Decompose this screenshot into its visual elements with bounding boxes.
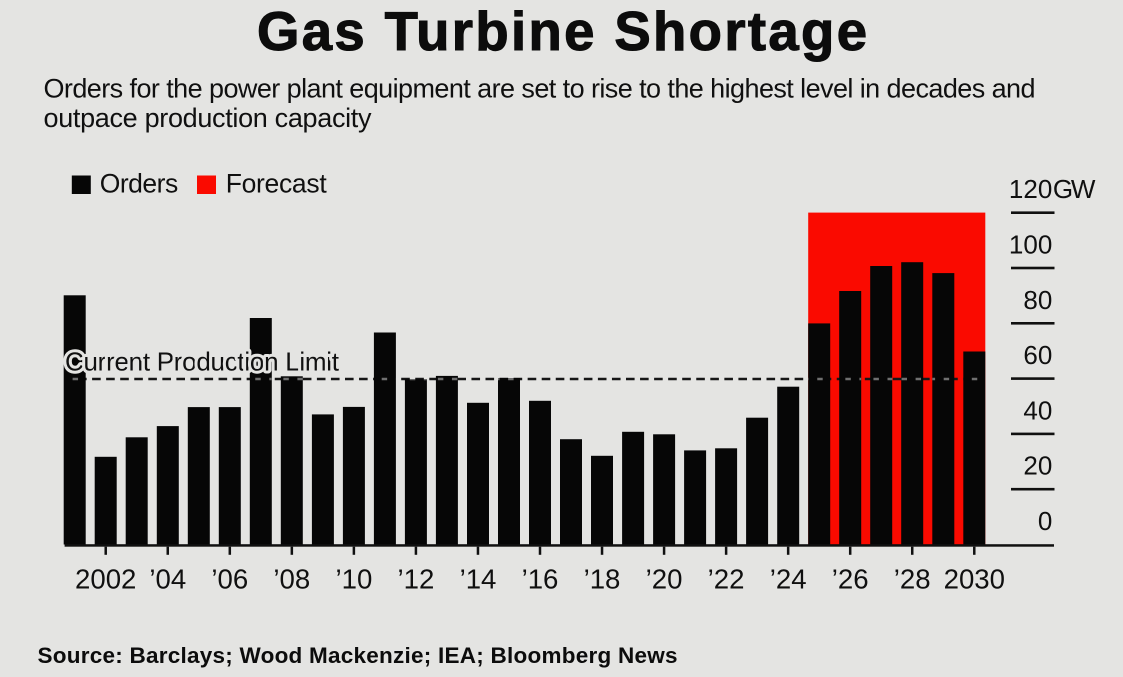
svg-text:GW: GW xyxy=(1053,174,1096,204)
svg-text:40: 40 xyxy=(1023,395,1052,425)
svg-text:’22: ’22 xyxy=(708,564,745,595)
svg-text:’04: ’04 xyxy=(149,564,186,595)
svg-text:’10: ’10 xyxy=(335,564,372,595)
svg-text:2002: 2002 xyxy=(75,564,136,595)
svg-text:’24: ’24 xyxy=(770,564,807,595)
svg-text:’18: ’18 xyxy=(584,564,621,595)
svg-text:2030: 2030 xyxy=(944,564,1005,595)
svg-text:’12: ’12 xyxy=(397,564,434,595)
svg-text:’08: ’08 xyxy=(273,564,310,595)
svg-text:0: 0 xyxy=(1038,506,1052,536)
svg-text:’06: ’06 xyxy=(211,564,248,595)
svg-text:Current Production Limit: Current Production Limit xyxy=(65,347,340,377)
svg-text:Orders for the power plant equ: Orders for the power plant equipment are… xyxy=(44,74,1036,104)
svg-text:120: 120 xyxy=(1009,174,1052,204)
svg-text:’14: ’14 xyxy=(460,564,497,595)
svg-text:outpace production capacity: outpace production capacity xyxy=(44,103,373,133)
svg-text:’26: ’26 xyxy=(832,564,869,595)
svg-text:60: 60 xyxy=(1023,340,1052,370)
svg-text:’20: ’20 xyxy=(646,564,683,595)
svg-text:’16: ’16 xyxy=(522,564,559,595)
svg-text:’28: ’28 xyxy=(894,564,931,595)
svg-text:80: 80 xyxy=(1023,285,1052,315)
svg-text:100: 100 xyxy=(1009,230,1052,260)
svg-text:Forecast: Forecast xyxy=(226,169,328,199)
svg-text:Orders: Orders xyxy=(100,169,179,199)
svg-text:20: 20 xyxy=(1023,451,1052,481)
svg-text:Source: Barclays; Wood Mackenz: Source: Barclays; Wood Mackenzie; IEA; B… xyxy=(38,643,678,668)
